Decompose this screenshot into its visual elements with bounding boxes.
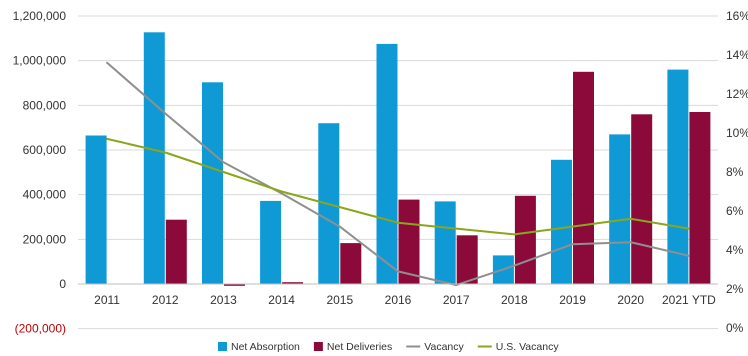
y-left-tick-label: 200,000 xyxy=(23,232,67,246)
x-tick-label: 2021 YTD xyxy=(662,293,716,307)
right-axis: 0% 2% 4% 6% 8% 10% 12% 14% 16% xyxy=(726,9,748,335)
x-tick-label: 2015 xyxy=(326,293,353,307)
y-left-tick-label: 600,000 xyxy=(23,143,67,157)
y-left-tick-label: 0 xyxy=(59,277,66,291)
bar-marks xyxy=(85,32,711,286)
legend-item-vacancy: Vacancy xyxy=(406,341,464,353)
net-deliveries-bar xyxy=(282,282,304,284)
net-absorption-bar xyxy=(434,201,456,284)
line-marks xyxy=(106,61,690,287)
y-left-tick-label: 1,200,000 xyxy=(13,9,67,23)
x-tick-label: 2018 xyxy=(501,293,528,307)
y-right-tick-label: 2% xyxy=(726,282,744,296)
x-tick-label: 2017 xyxy=(443,293,470,307)
legend: Net Absorption Net Deliveries Vacancy U.S. … xyxy=(218,341,559,353)
legend-item-net-absorption: Net Absorption xyxy=(218,341,300,353)
net-absorption-bar xyxy=(85,135,107,284)
x-tick-label: 2019 xyxy=(559,293,586,307)
y-right-tick-label: 8% xyxy=(726,165,744,179)
net-deliveries-bar xyxy=(689,112,711,284)
y-right-tick-label: 4% xyxy=(726,243,744,257)
x-tick-label: 2014 xyxy=(268,293,295,307)
x-tick-label: 2020 xyxy=(617,293,644,307)
y-left-tick-label: (200,000) xyxy=(15,322,66,336)
net-absorption-bar xyxy=(202,82,223,284)
legend-label: Net Deliveries xyxy=(327,341,392,353)
y-right-tick-label: 12% xyxy=(726,87,748,101)
net-absorption-bar xyxy=(143,32,165,284)
net-deliveries-bar xyxy=(573,71,594,284)
y-left-tick-label: 1,000,000 xyxy=(13,54,67,68)
net-deliveries-bar xyxy=(224,284,245,286)
left-axis: (200,000) 0 200,000 400,000 600,000 800,000 1,… xyxy=(13,9,67,336)
u-s-vacancy-line xyxy=(106,137,690,236)
net-deliveries-bar xyxy=(340,243,362,284)
vacancy-line xyxy=(106,61,690,287)
net-absorption-bar xyxy=(376,43,398,285)
net-deliveries-bar xyxy=(456,235,478,284)
legend-label: U.S. Vacancy xyxy=(496,341,560,353)
x-axis: 2011 2012 2013 2014 2015 2016 2017 2018 2019 2020… xyxy=(78,283,718,307)
x-tick-label: 2016 xyxy=(385,293,412,307)
net-absorption-bar xyxy=(260,200,282,284)
y-right-tick-label: 14% xyxy=(726,48,748,62)
legend-label: Vacancy xyxy=(424,341,464,353)
y-right-tick-label: 10% xyxy=(726,126,748,140)
net-absorption-bar xyxy=(667,69,689,284)
y-left-tick-label: 400,000 xyxy=(23,188,67,202)
legend-item-net-deliveries: Net Deliveries xyxy=(313,341,392,353)
net-deliveries-bar xyxy=(398,199,420,284)
legend-item-u-s-vacancy: U.S. Vacancy xyxy=(477,341,560,353)
y-right-tick-label: 0% xyxy=(726,321,744,335)
y-right-tick-label: 16% xyxy=(726,9,748,23)
legend-swatch xyxy=(218,342,227,351)
net-deliveries-bar xyxy=(631,114,653,284)
legend-label: Net Absorption xyxy=(231,341,300,353)
legend-swatch xyxy=(313,342,323,351)
x-tick-label: 2012 xyxy=(152,293,179,307)
net-deliveries-bar xyxy=(165,219,187,284)
net-absorption-bar xyxy=(551,159,572,284)
net-deliveries-bar xyxy=(514,195,536,284)
x-tick-label: 2011 xyxy=(94,293,120,307)
net-absorption-bar xyxy=(609,134,631,284)
y-right-tick-label: 6% xyxy=(726,204,744,218)
x-tick-label: 2013 xyxy=(210,293,237,307)
y-left-tick-label: 800,000 xyxy=(23,98,67,112)
